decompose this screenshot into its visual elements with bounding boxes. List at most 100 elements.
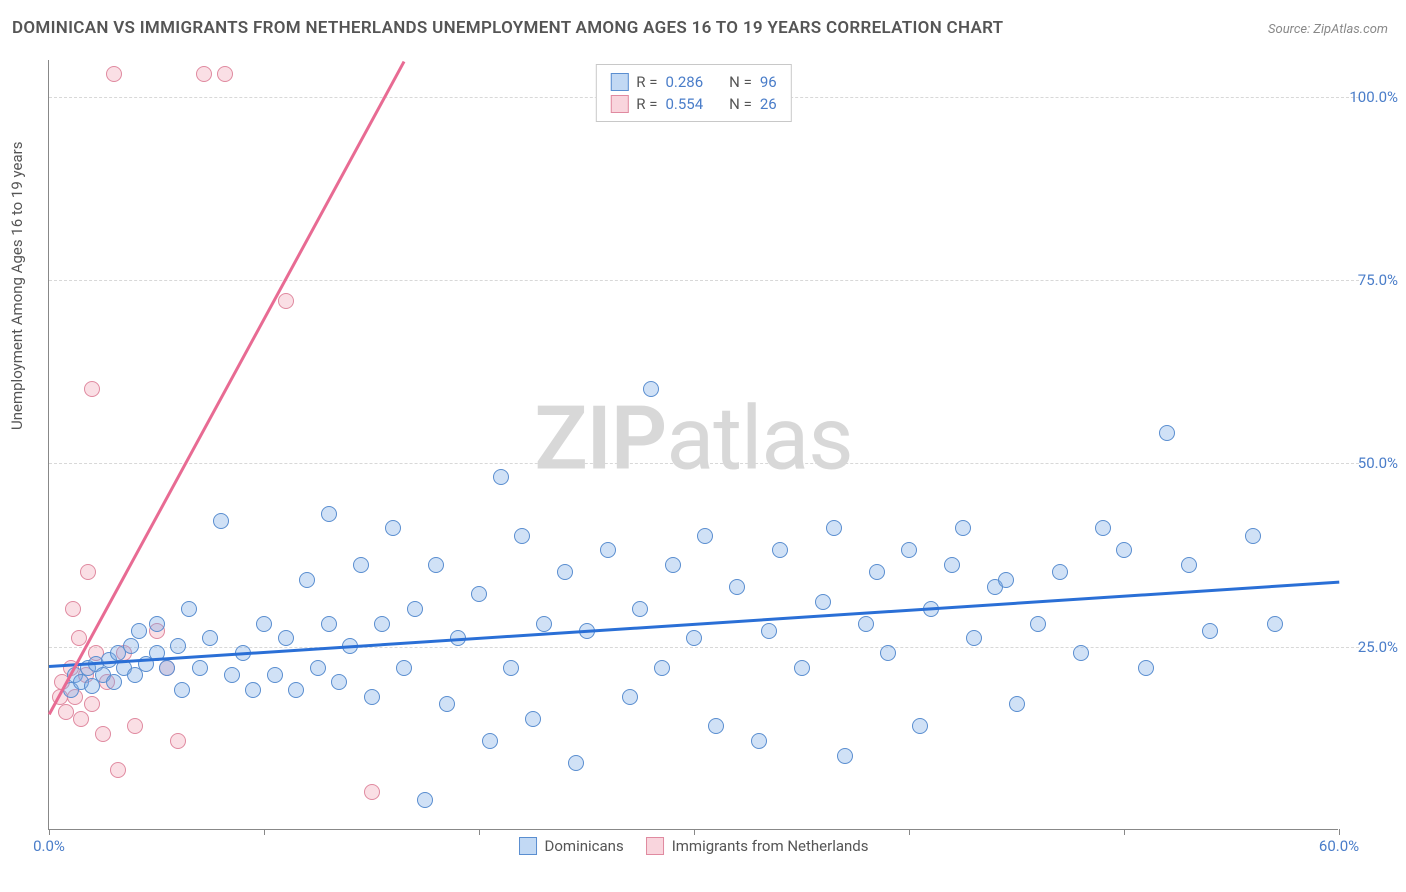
data-point (278, 630, 294, 646)
series-legend-item: Immigrants from Netherlands (646, 837, 869, 855)
watermark-rest: atlas (666, 387, 852, 490)
data-point (600, 542, 616, 558)
data-point (407, 601, 423, 617)
data-point (772, 542, 788, 558)
data-point (1138, 660, 1154, 676)
data-point (321, 506, 337, 522)
data-point (174, 682, 190, 698)
data-point (1030, 616, 1046, 632)
data-point (84, 696, 100, 712)
legend-r-label: R = (636, 95, 657, 113)
data-point (192, 660, 208, 676)
legend-swatch (610, 95, 628, 113)
data-point (364, 689, 380, 705)
data-point (310, 660, 326, 676)
data-point (514, 528, 530, 544)
data-point (65, 601, 81, 617)
data-point (643, 381, 659, 397)
data-point (1267, 616, 1283, 632)
data-point (1095, 520, 1111, 536)
data-point (110, 762, 126, 778)
data-point (686, 630, 702, 646)
legend-swatch (646, 837, 664, 855)
data-point (202, 630, 218, 646)
y-tick-label: 50.0% (1344, 454, 1398, 472)
data-point (1202, 623, 1218, 639)
data-point (217, 66, 233, 82)
data-point (181, 601, 197, 617)
data-point (1052, 564, 1068, 580)
data-point (374, 616, 390, 632)
data-point (1159, 425, 1175, 441)
x-tick (264, 829, 265, 835)
data-point (331, 674, 347, 690)
x-tick (1124, 829, 1125, 835)
data-point (471, 586, 487, 602)
data-point (869, 564, 885, 580)
data-point (622, 689, 638, 705)
series-label: Dominicans (545, 837, 624, 855)
data-point (196, 66, 212, 82)
data-point (224, 667, 240, 683)
data-point (493, 469, 509, 485)
data-point (84, 381, 100, 397)
legend-swatch (519, 837, 537, 855)
data-point (417, 792, 433, 808)
gridline (49, 463, 1359, 464)
data-point (58, 704, 74, 720)
data-point (654, 660, 670, 676)
data-point (568, 755, 584, 771)
data-point (170, 733, 186, 749)
data-point (503, 660, 519, 676)
y-axis-label: Unemployment Among Ages 16 to 19 years (8, 142, 26, 430)
data-point (364, 784, 380, 800)
data-point (428, 557, 444, 573)
data-point (127, 718, 143, 734)
data-point (708, 718, 724, 734)
plot-area: ZIPatlas 25.0%50.0%75.0%100.0% 0.0%60.0%… (48, 60, 1338, 830)
y-tick-label: 25.0% (1344, 638, 1398, 656)
data-point (557, 564, 573, 580)
data-point (106, 66, 122, 82)
data-point (1073, 645, 1089, 661)
data-point (1009, 696, 1025, 712)
data-point (632, 601, 648, 617)
data-point (901, 542, 917, 558)
x-tick (909, 829, 910, 835)
data-point (880, 645, 896, 661)
data-point (912, 718, 928, 734)
data-point (966, 630, 982, 646)
data-point (525, 711, 541, 727)
data-point (106, 674, 122, 690)
data-point (665, 557, 681, 573)
series-legend-item: Dominicans (519, 837, 624, 855)
legend-n-label: N = (729, 73, 752, 91)
x-tick (479, 829, 480, 835)
data-point (385, 520, 401, 536)
data-point (761, 623, 777, 639)
x-tick (1339, 829, 1340, 835)
data-point (396, 660, 412, 676)
data-point (955, 520, 971, 536)
legend-n-value: 26 (760, 95, 777, 113)
y-tick-label: 100.0% (1344, 88, 1398, 106)
gridline (49, 280, 1359, 281)
legend-r-value: 0.286 (665, 73, 703, 91)
data-point (149, 616, 165, 632)
x-tick (49, 829, 50, 835)
data-point (482, 733, 498, 749)
data-point (80, 564, 96, 580)
watermark-bold: ZIP (534, 387, 666, 490)
data-point (1245, 528, 1261, 544)
data-point (751, 733, 767, 749)
data-point (794, 660, 810, 676)
series-legend: Dominicans Immigrants from Netherlands (519, 837, 869, 855)
data-point (95, 726, 111, 742)
x-tick-label: 0.0% (33, 837, 65, 855)
trend-line (49, 581, 1339, 668)
data-point (170, 638, 186, 654)
y-tick-label: 75.0% (1344, 271, 1398, 289)
data-point (697, 528, 713, 544)
trend-line (48, 61, 405, 715)
data-point (256, 616, 272, 632)
